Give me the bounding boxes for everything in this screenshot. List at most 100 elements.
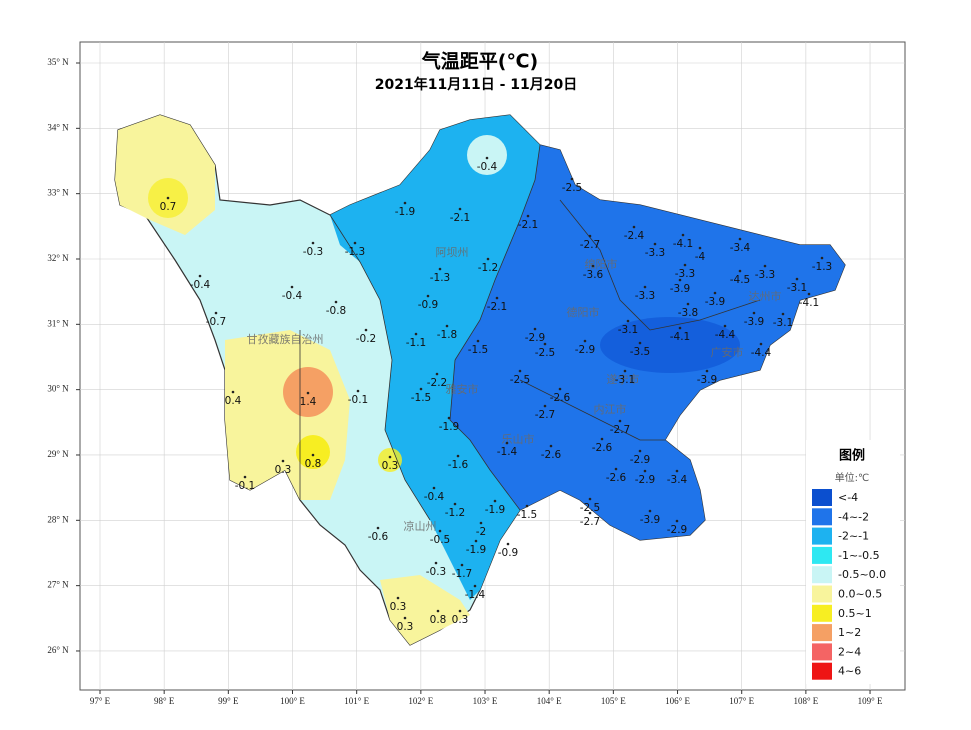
station-dot (479, 521, 483, 525)
lat-tick-label: 29° N (47, 449, 69, 459)
station-value: -0.9 (418, 299, 439, 311)
station-dot (356, 389, 360, 393)
station-value: -2.6 (592, 442, 613, 454)
region-label: 德阳市 (567, 305, 600, 319)
station-dot (214, 311, 218, 315)
station-value: -3.1 (618, 324, 639, 336)
station-value: -3.9 (640, 514, 661, 526)
station-value: -1.3 (812, 261, 833, 273)
lat-tick-label: 28° N (47, 514, 69, 524)
lon-tick-label: 107° E (729, 696, 754, 706)
station-value: -3.8 (678, 307, 699, 319)
station-value: -2.4 (624, 230, 645, 242)
station-dot (435, 372, 439, 376)
station-dot (583, 339, 587, 343)
station-value: -2.5 (580, 502, 601, 514)
station-value: -1.9 (395, 206, 416, 218)
station-dot (648, 509, 652, 513)
lon-tick-label: 108° E (793, 696, 818, 706)
zone-0-to-0.5 (115, 115, 215, 235)
station-value: -3.6 (583, 269, 604, 281)
region-label: 凉山州 (404, 519, 437, 533)
station-dot (763, 264, 767, 268)
station-dot (243, 475, 247, 479)
station-value: -0.3 (303, 246, 324, 258)
station-value: -4 (695, 251, 706, 263)
station-value: -0.5 (430, 534, 451, 546)
region-label: 达州市 (749, 289, 782, 303)
station-dot (485, 156, 489, 160)
station-value: -2.6 (541, 449, 562, 461)
lon-tick-label: 105° E (601, 696, 626, 706)
station-value: -2.9 (525, 332, 546, 344)
station-value: -0.1 (348, 394, 369, 406)
legend-swatch (812, 508, 832, 526)
station-dot (638, 341, 642, 345)
lon-tick-label: 98° E (154, 696, 175, 706)
station-dot (820, 256, 824, 260)
station-dot (447, 416, 451, 420)
station-dot (403, 201, 407, 205)
lon-tick-label: 104° E (537, 696, 562, 706)
station-value: -1.7 (452, 568, 473, 580)
station-dot (456, 454, 460, 458)
station-dot (364, 328, 368, 332)
zone-minus-0.5-to-0 (467, 135, 507, 175)
station-value: -3.1 (787, 282, 808, 294)
station-dot (231, 390, 235, 394)
station-dot (403, 616, 407, 620)
station-dot (438, 267, 442, 271)
region-label: 遂宁市 (607, 372, 640, 386)
lat-tick-label: 31° N (47, 318, 69, 328)
station-value: -3.9 (697, 374, 718, 386)
station-dot (166, 196, 170, 200)
station-dot (618, 419, 622, 423)
station-value: -1.3 (345, 246, 366, 258)
station-dot (632, 225, 636, 229)
station-dot (419, 387, 423, 391)
station-value: -3.4 (667, 474, 688, 486)
station-dot (474, 539, 478, 543)
station-value: -3.9 (705, 296, 726, 308)
legend-label: -0.5~0.0 (838, 568, 886, 581)
station-dot (426, 294, 430, 298)
station-dot (493, 499, 497, 503)
station-dot (626, 319, 630, 323)
station-value: -4.4 (715, 329, 736, 341)
station-dot (306, 391, 310, 395)
legend-swatch (812, 489, 832, 506)
station-dot (558, 387, 562, 391)
station-value: 0.3 (275, 464, 292, 476)
zone-minus-2-to-minus-1 (330, 115, 540, 600)
lon-tick-label: 101° E (344, 696, 369, 706)
station-dot (588, 511, 592, 515)
station-value: -2.6 (606, 472, 627, 484)
station-value: -0.7 (206, 316, 227, 328)
region-label: 雅安市 (446, 382, 479, 396)
station-value: -0.3 (426, 566, 447, 578)
station-value: 1.4 (300, 396, 317, 408)
legend-label: <-4 (838, 491, 858, 504)
station-value: -2.9 (635, 474, 656, 486)
station-value: -2.9 (667, 524, 688, 536)
station-dot (438, 529, 442, 533)
station-value: 0.7 (160, 201, 177, 213)
legend-swatch (812, 566, 832, 584)
lat-tick-label: 30° N (47, 384, 69, 394)
station-dot (518, 369, 522, 373)
station-value: -1.3 (430, 272, 451, 284)
station-value: -1.1 (406, 337, 427, 349)
station-dot (795, 277, 799, 281)
station-value: -2.7 (610, 424, 631, 436)
station-dot (473, 584, 477, 588)
station-value: -0.6 (368, 531, 389, 543)
station-value: -2.2 (427, 377, 448, 389)
station-dot (738, 269, 742, 273)
legend-unit: 单位:℃ (835, 471, 870, 484)
station-value: -1.9 (485, 504, 506, 516)
station-dot (705, 369, 709, 373)
station-value: -3.3 (755, 269, 776, 281)
station-dot (476, 339, 480, 343)
station-dot (759, 342, 763, 346)
